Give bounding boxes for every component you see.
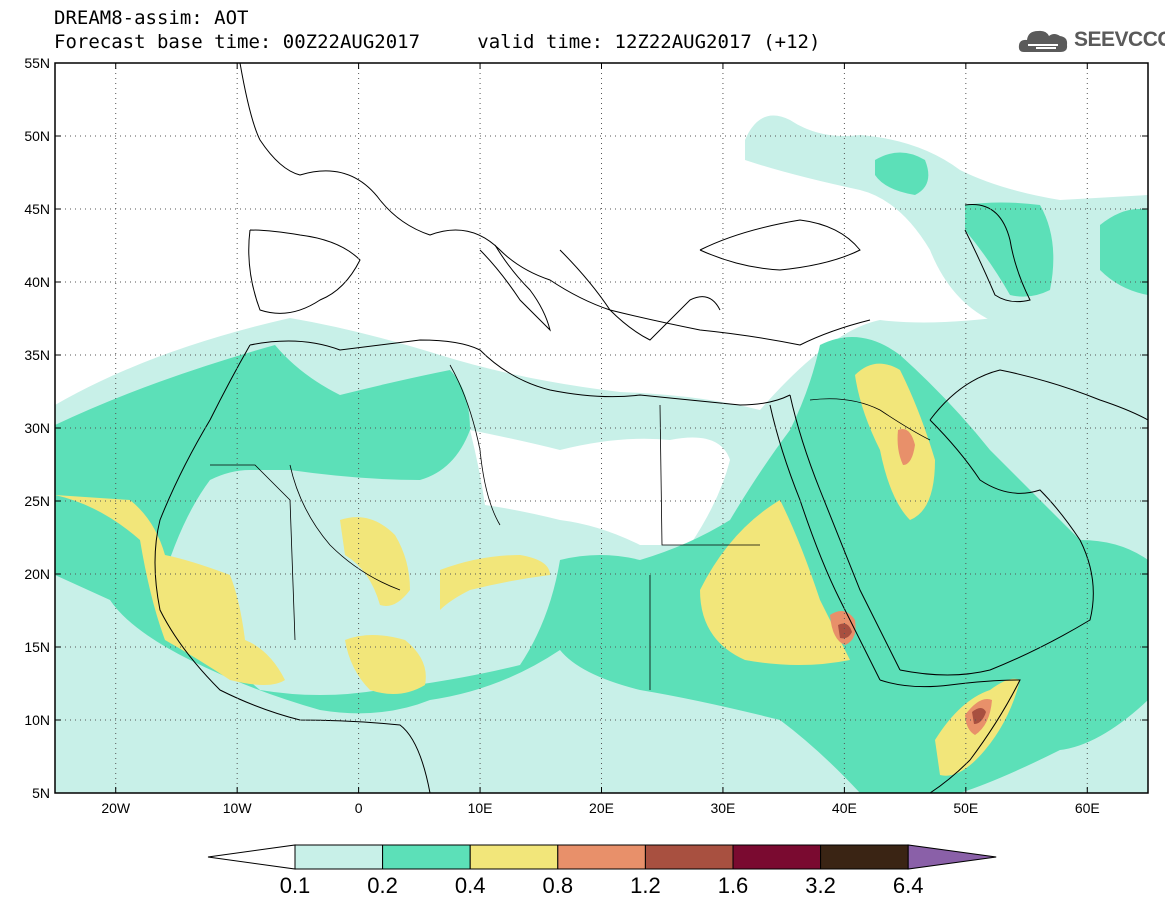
- colorbar-swatch: [820, 844, 909, 870]
- lat-label: 5N: [32, 785, 50, 801]
- lon-label: 40E: [832, 800, 857, 816]
- lat-label: 10N: [24, 712, 50, 728]
- lon-label: 30E: [710, 800, 735, 816]
- coastline-iberia: [248, 229, 361, 314]
- aot-band-0.8-1.2-arabia: [897, 429, 915, 465]
- lon-label: 20W: [101, 800, 131, 816]
- aot-band-0.4-0.8-sahel: [340, 517, 410, 606]
- coastline-balkans-greece: [559, 249, 721, 341]
- colorbar-swatch: [557, 844, 646, 870]
- lon-label: 60E: [1075, 800, 1100, 816]
- latitude-labels: 55N 50N 45N 40N 35N 30N 25N 20N 15N 10N 5N: [24, 55, 50, 801]
- lon-label: 50E: [953, 800, 978, 816]
- aot-band-0.2-0.4-caspian: [965, 202, 1054, 297]
- colorbar-low-arrow: [207, 844, 296, 870]
- seevccc-logo: SEEVCCC: [1016, 20, 1165, 60]
- lon-label: 0: [355, 800, 363, 816]
- lon-label: 10E: [468, 800, 493, 816]
- lon-label: 20E: [589, 800, 614, 816]
- colorbar-level-label: 0.2: [367, 873, 398, 898]
- lat-label: 55N: [24, 55, 50, 71]
- lat-label: 45N: [24, 201, 50, 217]
- axis-ticks: [55, 62, 1148, 794]
- coastline-horn: [879, 679, 1021, 793]
- aot-band-0.1-0.2-north: [745, 115, 1148, 320]
- coastline-west-africa: [154, 344, 431, 793]
- cloud-icon: [1018, 30, 1068, 52]
- border-egypt-libya: [659, 404, 760, 546]
- logo-text: SEEVCCC: [1074, 28, 1165, 51]
- aot-band-0.2-0.4: [55, 337, 1148, 793]
- lat-label: 20N: [24, 566, 50, 582]
- coastline-italy: [479, 244, 551, 332]
- aot-gap-libya: [470, 430, 730, 545]
- colorbar-level-label: 0.8: [543, 873, 574, 898]
- lat-label: 25N: [24, 493, 50, 509]
- border-mali-niger: [289, 464, 401, 591]
- aot-band-0.4-0.8-chad: [345, 635, 426, 694]
- colorbar-swatch: [382, 844, 471, 870]
- colorbar-swatch: [644, 844, 734, 870]
- lat-label: 35N: [24, 347, 50, 363]
- border-saudi-iraq: [809, 398, 931, 441]
- colorbar-level-label: 0.4: [455, 873, 486, 898]
- lat-label: 40N: [24, 274, 50, 290]
- valid-time: valid time: 12Z22AUG2017 (+12): [477, 31, 821, 53]
- country-borders: [210, 364, 931, 690]
- coastline-europe-north: [239, 63, 871, 346]
- aot-band-0.2-0.4-north: [875, 152, 929, 195]
- map-gridlines: [55, 63, 1148, 793]
- colorbar-level-label: 0.1: [280, 873, 311, 898]
- lat-label: 50N: [24, 128, 50, 144]
- aot-colorbar: 0.1 0.2 0.4 0.8 1.2 1.6 3.2 6.4: [207, 844, 997, 898]
- colorbar-swatch: [469, 844, 559, 870]
- lon-label: 10W: [223, 800, 253, 816]
- aot-contour-fields: [55, 115, 1148, 793]
- map-title-block: DREAM8-assim: AOT Forecast base time: 00…: [54, 6, 820, 54]
- aot-band-0.4-0.8-arabia: [855, 363, 935, 520]
- coastline-arabia-gulf: [899, 419, 1094, 676]
- colorbar-level-label: 3.2: [805, 873, 836, 898]
- colorbar-level-label: 6.4: [893, 873, 924, 898]
- border-algeria-libya: [449, 364, 501, 526]
- aot-band-0.2-0.4-east: [1100, 209, 1148, 295]
- coastline-black-sea: [699, 219, 861, 271]
- colorbar-high-arrow: [907, 844, 997, 870]
- aot-band-1.2-1.6-eritrea: [838, 623, 852, 639]
- colorbar-level-label: 1.2: [630, 873, 661, 898]
- coastline-north-africa: [249, 339, 791, 406]
- longitude-labels: 20W 10W 0 10E 20E 30E 40E 50E 60E: [101, 800, 1099, 816]
- map-title: DREAM8-assim: AOT: [54, 7, 249, 29]
- lat-label: 15N: [24, 639, 50, 655]
- colorbar-level-label: 1.6: [718, 873, 749, 898]
- colorbar-swatch: [732, 844, 822, 870]
- lat-label: 30N: [24, 420, 50, 436]
- colorbar-swatch: [294, 844, 384, 870]
- coastlines: [154, 63, 1148, 793]
- coastline-red-sea-east: [789, 394, 901, 671]
- border-mauritania: [210, 464, 296, 641]
- coastline-caspian: [964, 203, 1031, 303]
- aot-band-0.4-0.8-west: [55, 495, 285, 685]
- coastline-red-sea-west: [769, 404, 881, 681]
- aot-band-0.4-0.8-sudan: [700, 500, 850, 665]
- aot-band-0.4-0.8-libya: [440, 555, 550, 610]
- coastline-persia: [929, 369, 1148, 421]
- forecast-base-time: Forecast base time: 00Z22AUG2017: [54, 31, 421, 53]
